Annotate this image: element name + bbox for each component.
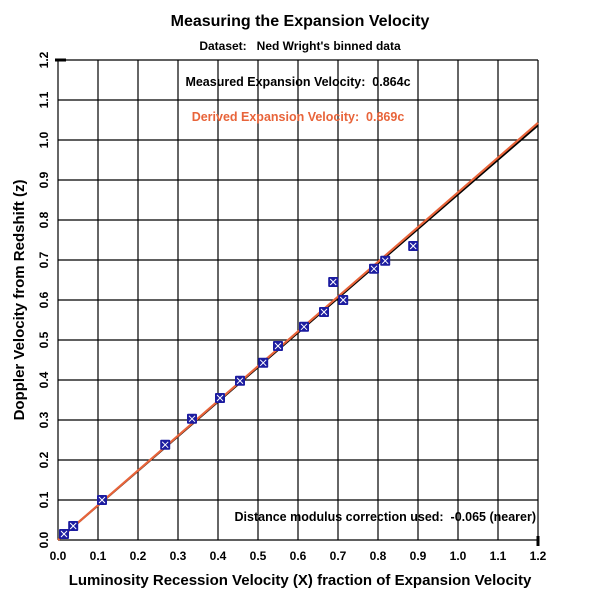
marker-cross <box>216 394 224 402</box>
y-tick-label: 0.6 <box>37 291 51 308</box>
y-tick-label: 1.1 <box>37 91 51 108</box>
marker-cross <box>259 359 267 367</box>
y-tick-labels: 0.0 0.1 0.2 0.3 0.4 0.5 0.6 0.7 0.8 0.9 1.0 1.1 1.2 <box>37 51 51 548</box>
data-point <box>328 277 339 287</box>
y-tick-label: 0.9 <box>37 171 51 188</box>
data-points <box>59 241 419 539</box>
data-point <box>338 295 349 305</box>
y-tick-label: 0.2 <box>37 451 51 468</box>
x-tick-label: 0.3 <box>170 549 187 563</box>
fit-lines <box>57 122 539 541</box>
grid <box>55 58 540 546</box>
y-axis-label: Doppler Velocity from Redshift (z) <box>11 180 28 421</box>
data-point <box>380 255 391 266</box>
marker-cross <box>409 242 417 250</box>
marker-cross <box>329 278 337 286</box>
y-tick-label: 0.8 <box>37 211 51 228</box>
marker-cross <box>161 441 169 449</box>
measured-velocity-label: Measured Expansion Velocity: 0.864c <box>185 75 410 89</box>
x-tick-label: 0.8 <box>370 549 387 563</box>
y-tick-label: 0.1 <box>37 491 51 508</box>
data-point <box>59 529 69 539</box>
x-tick-label: 0.6 <box>290 549 307 563</box>
data-point <box>235 375 245 386</box>
marker-cross <box>188 415 196 423</box>
x-tick-label: 0.4 <box>210 549 227 563</box>
data-point <box>68 521 79 531</box>
x-tick-label: 0.2 <box>130 549 147 563</box>
data-point <box>97 495 107 505</box>
y-tick-label: 0.0 <box>37 531 51 548</box>
marker-cross <box>98 496 106 504</box>
chart-title: Measuring the Expansion Velocity <box>171 13 430 30</box>
x-tick-label: 0.0 <box>50 549 67 563</box>
y-tick-label: 1.0 <box>37 131 51 148</box>
x-axis-label: Luminosity Recession Velocity (X) fracti… <box>69 572 532 589</box>
marker-cross <box>381 257 389 265</box>
y-tick-label: 0.4 <box>37 371 51 388</box>
x-tick-label: 0.9 <box>410 549 427 563</box>
data-point <box>215 393 225 403</box>
data-point <box>187 413 197 424</box>
x-tick-label: 1.2 <box>530 549 547 563</box>
x-tick-label: 1.1 <box>490 549 507 563</box>
marker-cross <box>69 522 77 530</box>
data-point <box>273 341 283 351</box>
x-tick-label: 1.0 <box>450 549 467 563</box>
marker-cross <box>339 296 347 304</box>
marker-cross <box>370 265 378 273</box>
fit-line-derived-fit <box>57 122 539 541</box>
data-point <box>160 439 171 450</box>
x-tick-label: 0.5 <box>250 549 267 563</box>
x-tick-labels: 0.0 0.1 0.2 0.3 0.4 0.5 0.6 0.7 0.8 0.9 1.0 1.1 1.2 <box>50 549 547 563</box>
data-point <box>369 263 379 274</box>
marker-cross <box>236 377 244 385</box>
x-tick-label: 0.7 <box>330 549 347 563</box>
y-tick-label: 0.7 <box>37 251 51 268</box>
distance-modulus-label: Distance modulus correction used: -0.065… <box>235 510 536 524</box>
chart-subtitle: Dataset: Ned Wright's binned data <box>199 39 401 53</box>
marker-cross <box>274 342 282 350</box>
y-tick-label: 0.5 <box>37 331 51 348</box>
data-point <box>319 307 329 317</box>
marker-cross <box>60 530 68 538</box>
marker-cross <box>300 323 308 331</box>
derived-velocity-label: Derived Expansion Velocity: 0.869c <box>192 110 405 124</box>
x-tick-label: 0.1 <box>90 549 107 563</box>
y-tick-label: 1.2 <box>37 51 51 68</box>
data-point <box>258 357 269 368</box>
marker-cross <box>320 308 328 316</box>
data-point <box>299 321 309 332</box>
y-tick-label: 0.3 <box>37 411 51 428</box>
data-point <box>408 241 419 251</box>
